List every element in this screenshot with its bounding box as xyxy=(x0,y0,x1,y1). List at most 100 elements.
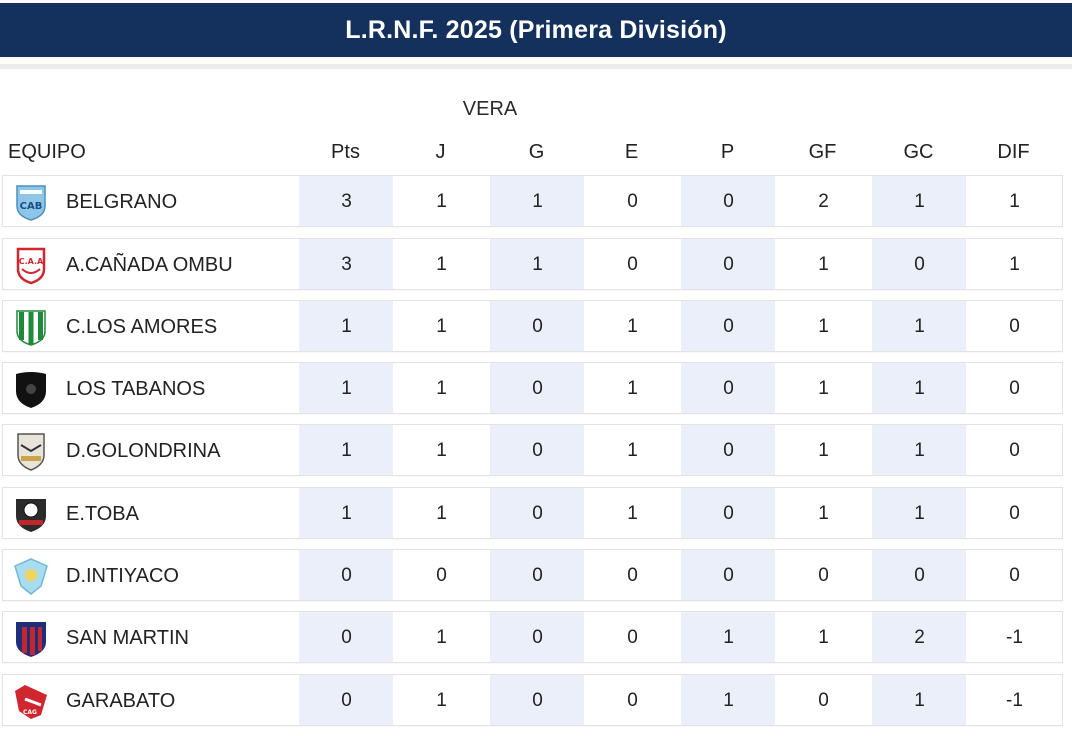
stat-e: 1 xyxy=(627,503,638,524)
stat-g: 0 xyxy=(532,690,543,711)
table-row[interactable]: LOS TABANOS 1 1 0 1 0 1 1 0 xyxy=(2,362,1063,414)
stat-dif: 0 xyxy=(1009,440,1020,461)
stat-gc: 0 xyxy=(914,565,925,586)
stat-gf: 1 xyxy=(818,254,829,275)
team-name: SAN MARTIN xyxy=(66,627,189,649)
stat-pts: 0 xyxy=(341,565,352,586)
team-name: LOS TABANOS xyxy=(66,378,206,400)
belgrano-crest-icon: CAB xyxy=(16,185,46,221)
stat-p: 0 xyxy=(723,565,734,586)
stat-dif: 0 xyxy=(1009,316,1020,337)
stat-j: 1 xyxy=(436,254,447,275)
stat-dif: 1 xyxy=(1009,254,1020,275)
table-row[interactable]: C.LOS AMORES 1 1 0 1 0 1 1 0 xyxy=(2,300,1063,352)
column-header-gc: GC xyxy=(903,141,934,163)
team-name: C.LOS AMORES xyxy=(66,316,218,338)
stat-pts: 1 xyxy=(341,440,352,461)
stat-pts: 3 xyxy=(341,191,352,212)
stat-e: 0 xyxy=(627,254,638,275)
stat-p: 0 xyxy=(723,378,734,399)
stat-gf: 1 xyxy=(818,627,829,648)
stat-gc: 1 xyxy=(914,440,925,461)
stat-g: 1 xyxy=(532,254,543,275)
team-name: BELGRANO xyxy=(66,191,178,213)
stat-gc: 1 xyxy=(914,503,925,524)
stat-j: 1 xyxy=(436,627,447,648)
stat-j: 1 xyxy=(436,316,447,337)
garabato-crest-icon: CAG xyxy=(15,685,47,719)
stat-e: 1 xyxy=(627,316,638,337)
los-amores-crest-icon xyxy=(16,310,46,346)
canada-ombu-crest-icon: C.A.A xyxy=(16,247,46,285)
stat-dif: 0 xyxy=(1009,378,1020,399)
stat-g: 0 xyxy=(532,440,543,461)
table-row[interactable]: C.A.A A.CAÑADA OMBU 3 1 1 0 0 1 0 1 xyxy=(2,238,1063,290)
title-divider xyxy=(0,64,1072,69)
column-header-j: J xyxy=(435,141,446,163)
stat-gc: 1 xyxy=(914,690,925,711)
column-header-pts: Pts xyxy=(331,141,360,163)
stat-g: 0 xyxy=(532,627,543,648)
zone-label: VERA xyxy=(462,98,518,120)
column-header-team: EQUIPO xyxy=(8,141,86,163)
stat-j: 1 xyxy=(436,378,447,399)
stat-gc: 1 xyxy=(914,191,925,212)
stat-g: 0 xyxy=(532,316,543,337)
stat-j: 1 xyxy=(436,440,447,461)
table-row[interactable]: CAG GARABATO 0 1 0 0 1 0 1 -1 xyxy=(2,674,1063,726)
stat-pts: 0 xyxy=(341,690,352,711)
stat-p: 0 xyxy=(723,503,734,524)
stat-e: 1 xyxy=(627,378,638,399)
stat-gc: 1 xyxy=(914,378,925,399)
svg-text:CAG: CAG xyxy=(23,709,37,716)
los-tabanos-crest-icon xyxy=(16,372,46,408)
page-title: L.R.N.F. 2025 (Primera División) xyxy=(345,15,727,44)
stat-p: 0 xyxy=(723,316,734,337)
column-header-g: G xyxy=(528,141,545,163)
stat-gf: 0 xyxy=(818,690,829,711)
column-header-dif: DIF xyxy=(997,141,1030,163)
table-row[interactable]: D.INTIYACO 0 0 0 0 0 0 0 0 xyxy=(2,549,1063,601)
stat-gf: 0 xyxy=(818,565,829,586)
stat-gf: 1 xyxy=(818,503,829,524)
stat-pts: 1 xyxy=(341,378,352,399)
team-name: D.INTIYACO xyxy=(66,565,179,587)
stat-dif: 0 xyxy=(1009,565,1020,586)
stat-dif: -1 xyxy=(1006,690,1023,711)
table-row[interactable]: SAN MARTIN 0 1 0 0 1 1 2 -1 xyxy=(2,611,1063,663)
stat-gf: 2 xyxy=(818,191,829,212)
stat-e: 0 xyxy=(627,690,638,711)
svg-text:CAB: CAB xyxy=(20,201,43,212)
svg-text:C.A.A: C.A.A xyxy=(19,257,44,266)
team-name: E.TOBA xyxy=(66,503,139,525)
san-martin-crest-icon xyxy=(16,622,46,657)
page-title-bar: L.R.N.F. 2025 (Primera División) xyxy=(0,3,1072,57)
stat-j: 1 xyxy=(436,191,447,212)
stat-p: 1 xyxy=(723,627,734,648)
stat-gf: 1 xyxy=(818,378,829,399)
stat-gf: 1 xyxy=(818,440,829,461)
team-name: GARABATO xyxy=(66,690,176,712)
stat-p: 0 xyxy=(723,440,734,461)
stat-p: 0 xyxy=(723,254,734,275)
table-row[interactable]: E.TOBA 1 1 0 1 0 1 1 0 xyxy=(2,487,1063,539)
stat-pts: 1 xyxy=(341,503,352,524)
stat-p: 1 xyxy=(723,690,734,711)
stat-p: 0 xyxy=(723,191,734,212)
stat-pts: 3 xyxy=(341,254,352,275)
stat-g: 1 xyxy=(532,191,543,212)
stat-pts: 1 xyxy=(341,316,352,337)
team-name: D.GOLONDRINA xyxy=(66,440,221,462)
intiyaco-crest-icon xyxy=(14,558,48,595)
table-row[interactable]: CAB BELGRANO 3 1 1 0 0 2 1 1 xyxy=(2,175,1063,227)
stat-e: 0 xyxy=(627,627,638,648)
toba-crest-icon xyxy=(16,499,46,532)
table-row[interactable]: D.GOLONDRINA 1 1 0 1 0 1 1 0 xyxy=(2,424,1063,476)
stat-g: 0 xyxy=(532,503,543,524)
stat-e: 0 xyxy=(627,565,638,586)
stat-dif: 0 xyxy=(1009,503,1020,524)
golondrina-crest-icon xyxy=(17,433,45,471)
stat-j: 1 xyxy=(436,690,447,711)
team-name: A.CAÑADA OMBU xyxy=(66,254,233,276)
stat-gc: 1 xyxy=(914,316,925,337)
